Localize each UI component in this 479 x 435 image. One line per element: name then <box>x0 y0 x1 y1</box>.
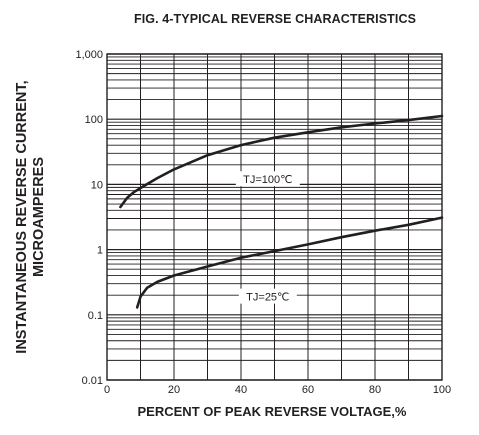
y-tick-label: 1 <box>97 245 103 257</box>
series-label-bg <box>235 171 300 187</box>
x-axis-label: PERCENT OF PEAK REVERSE VOLTAGE,% <box>137 404 407 419</box>
series-label: TJ=25℃ <box>246 292 289 304</box>
y-tick-label: 1,000 <box>75 49 103 61</box>
x-tick-label: 40 <box>235 384 247 396</box>
y-tick-label: 0.01 <box>82 375 103 387</box>
y-tick-label: 0.1 <box>88 310 103 322</box>
series-label-bg <box>238 288 297 304</box>
series-label: TJ=100℃ <box>243 174 292 186</box>
x-tick-label: 80 <box>369 384 381 396</box>
x-tick-label: 60 <box>302 384 314 396</box>
series-line <box>119 114 444 209</box>
chart-title: FIG. 4-TYPICAL REVERSE CHARACTERISTICS <box>133 12 417 26</box>
series-line <box>135 216 444 309</box>
y-tick-label: 10 <box>91 179 103 191</box>
y-tick-label: 100 <box>85 114 103 126</box>
x-tick-label: 100 <box>433 384 451 396</box>
x-tick-label: 20 <box>168 384 180 396</box>
x-tick-label: 0 <box>104 384 110 396</box>
